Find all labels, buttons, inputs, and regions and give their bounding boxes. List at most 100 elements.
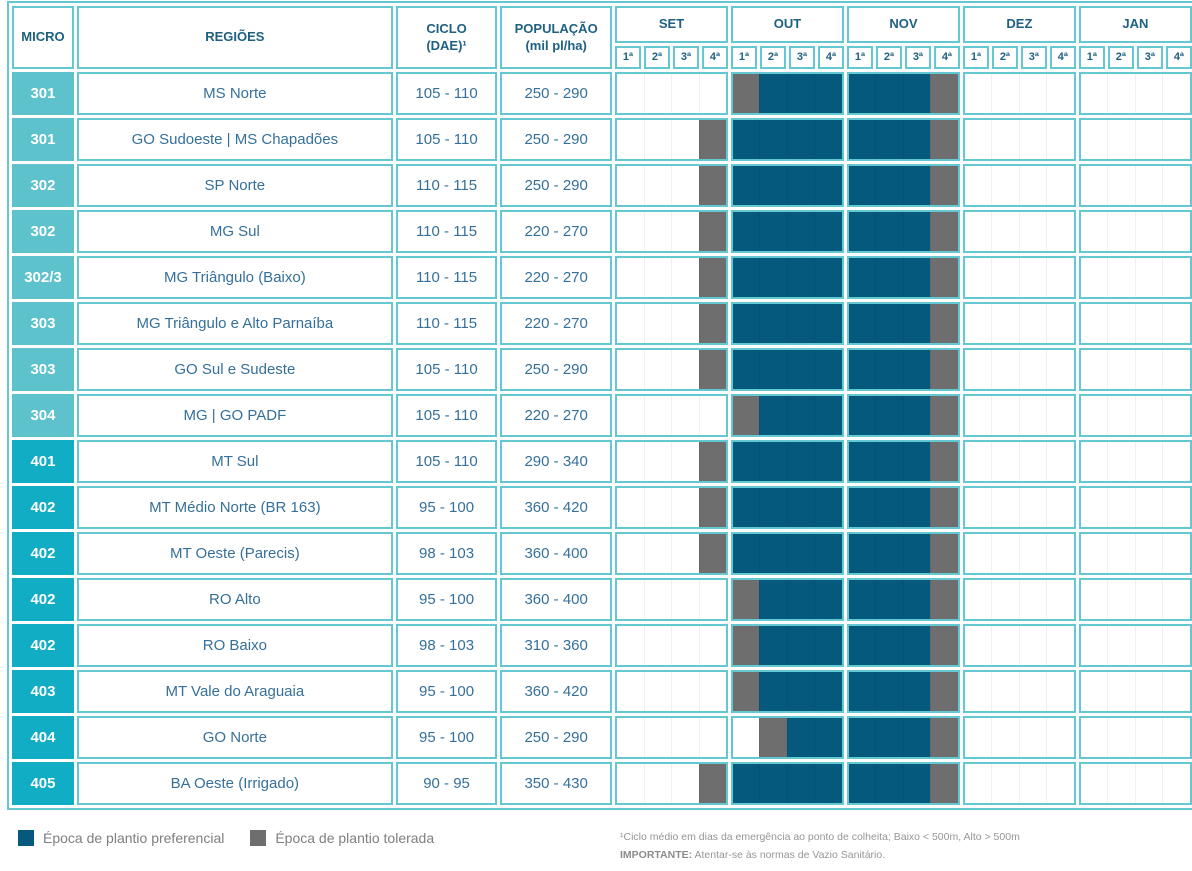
calendar-month-cell-set xyxy=(615,302,728,345)
week-cell-set-3 xyxy=(671,718,699,757)
week-cell-jan-3 xyxy=(1134,74,1163,113)
calendar-month-cell-out xyxy=(731,716,844,759)
calendar-month-cell-jan xyxy=(1078,256,1192,299)
micro-cell: 402 xyxy=(12,624,74,667)
month-header-set: SET xyxy=(615,6,728,43)
legend: Época de plantio preferencial Época de p… xyxy=(18,830,460,846)
week-cell-dez-3 xyxy=(1018,718,1046,757)
footnote-importante-label: IMPORTANTE: xyxy=(620,849,693,862)
week-cell-jan-1 xyxy=(1081,442,1108,481)
ciclo-cell: 105 - 110 xyxy=(395,440,498,483)
week-cell-out-2 xyxy=(759,258,787,297)
week-cell-out-4 xyxy=(814,534,842,573)
calendar-month-cell-dez xyxy=(962,440,1076,483)
week-cell-nov-4 xyxy=(930,672,958,711)
calendar-month-cell-set xyxy=(615,762,728,805)
week-cell-out-1 xyxy=(733,396,760,435)
week-cell-set-2 xyxy=(643,580,672,619)
week-cell-out-1 xyxy=(733,304,760,343)
planting-calendar-table-frame: MICRO REGIÕES CICLO (DAE)¹ POPULAÇÃO (mi… xyxy=(7,1,1192,810)
week-header-jan-4: 4ª xyxy=(1165,46,1192,69)
week-header-out-3: 3ª xyxy=(788,46,815,69)
week-cell-dez-1 xyxy=(965,718,991,757)
week-cell-jan-2 xyxy=(1107,534,1135,573)
week-cell-out-2 xyxy=(759,396,787,435)
calendar-month-cell-nov xyxy=(846,164,960,207)
week-cell-jan-3 xyxy=(1134,442,1163,481)
week-cell-dez-3 xyxy=(1018,580,1046,619)
week-cell-jan-2 xyxy=(1107,442,1135,481)
calendar-month-cell-nov xyxy=(846,210,960,253)
calendar-month-cell-dez xyxy=(962,670,1076,713)
calendar-month-cell-out xyxy=(731,670,844,713)
calendar-month-cell-out xyxy=(731,210,844,253)
week-cell-nov-3 xyxy=(902,212,931,251)
week-cell-set-3 xyxy=(671,166,699,205)
week-cell-dez-2 xyxy=(991,626,1018,665)
week-cell-dez-3 xyxy=(1018,626,1046,665)
week-cell-out-2 xyxy=(759,212,787,251)
week-cell-dez-1 xyxy=(965,534,991,573)
week-cell-set-1 xyxy=(617,350,644,389)
week-cell-out-1 xyxy=(733,580,760,619)
calendar-month-cell-set xyxy=(615,670,728,713)
week-cell-jan-2 xyxy=(1107,212,1135,251)
week-cell-set-1 xyxy=(617,304,644,343)
week-cell-jan-1 xyxy=(1081,74,1108,113)
week-cell-set-2 xyxy=(643,442,672,481)
week-cell-dez-1 xyxy=(965,166,991,205)
calendar-month-cell-jan xyxy=(1078,578,1192,621)
populacao-cell: 360 - 400 xyxy=(500,532,613,575)
week-cell-set-1 xyxy=(617,442,644,481)
calendar-month-cell-nov xyxy=(846,394,960,437)
week-cell-set-1 xyxy=(617,580,644,619)
week-cell-dez-2 xyxy=(991,166,1018,205)
week-cell-jan-4 xyxy=(1162,488,1190,527)
week-cell-out-3 xyxy=(786,534,815,573)
ciclo-cell: 90 - 95 xyxy=(395,762,498,805)
micro-cell: 303 xyxy=(12,348,74,391)
week-cell-dez-1 xyxy=(965,304,991,343)
calendar-month-cell-dez xyxy=(962,624,1076,667)
week-cell-dez-3 xyxy=(1018,534,1046,573)
week-cell-out-3 xyxy=(786,74,815,113)
week-cell-jan-2 xyxy=(1107,626,1135,665)
footnote-ciclo: ¹Ciclo médio em dias da emergência ao po… xyxy=(620,831,1020,843)
week-cell-out-3 xyxy=(786,488,815,527)
week-cell-jan-1 xyxy=(1081,166,1108,205)
week-cell-out-2 xyxy=(759,626,787,665)
week-cell-dez-4 xyxy=(1046,396,1073,435)
month-header-jan: JAN xyxy=(1078,6,1192,43)
week-cell-dez-4 xyxy=(1046,488,1073,527)
micro-cell: 402 xyxy=(12,532,74,575)
week-cell-set-2 xyxy=(643,120,672,159)
week-cell-out-3 xyxy=(786,166,815,205)
week-cell-set-4 xyxy=(698,534,727,573)
week-cell-nov-1 xyxy=(848,488,876,527)
week-cell-nov-3 xyxy=(902,74,931,113)
week-cell-out-2 xyxy=(759,580,787,619)
week-cell-out-4 xyxy=(814,580,842,619)
region-cell: MG Triângulo (Baixo) xyxy=(76,256,393,299)
week-cell-jan-4 xyxy=(1162,304,1190,343)
week-cell-jan-3 xyxy=(1134,396,1163,435)
week-cell-nov-1 xyxy=(848,396,876,435)
calendar-month-cell-dez xyxy=(962,578,1076,621)
week-cell-dez-4 xyxy=(1046,212,1073,251)
micro-cell: 301 xyxy=(12,72,74,115)
week-cell-set-4 xyxy=(698,258,727,297)
week-cell-set-4 xyxy=(698,442,727,481)
week-cell-jan-1 xyxy=(1081,672,1108,711)
populacao-cell: 290 - 340 xyxy=(500,440,613,483)
week-cell-jan-2 xyxy=(1107,304,1135,343)
calendar-month-cell-jan xyxy=(1078,716,1192,759)
calendar-month-cell-out xyxy=(731,348,844,391)
week-cell-nov-1 xyxy=(848,442,876,481)
week-cell-nov-1 xyxy=(848,718,876,757)
week-cell-dez-2 xyxy=(991,212,1018,251)
calendar-month-cell-nov xyxy=(846,440,960,483)
ciclo-cell: 98 - 103 xyxy=(395,532,498,575)
calendar-month-cell-nov xyxy=(846,72,960,115)
week-cell-nov-2 xyxy=(875,488,903,527)
week-cell-nov-3 xyxy=(902,166,931,205)
